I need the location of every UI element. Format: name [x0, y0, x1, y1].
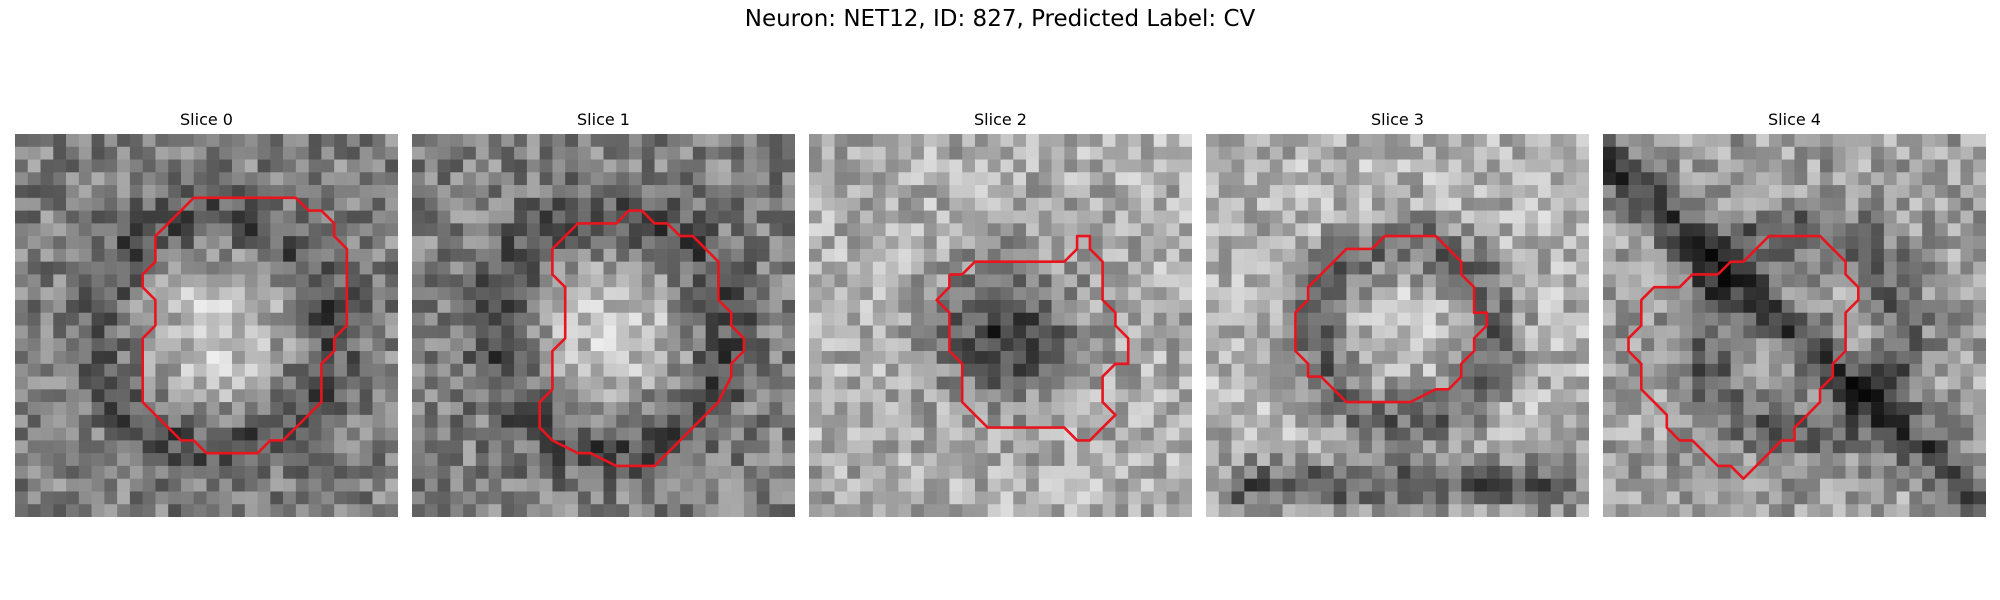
- segmentation-contour: [141, 196, 349, 455]
- slice-image: [1206, 134, 1589, 517]
- slice-image: [809, 134, 1192, 517]
- slice-title: Slice 2: [974, 110, 1027, 129]
- figure-title: Neuron: NET12, ID: 827, Predicted Label:…: [744, 6, 1256, 32]
- segmentation-contour: [1294, 234, 1489, 404]
- slice-image: [1603, 134, 1986, 517]
- segmentation-contour: [935, 234, 1130, 442]
- slice-title: Slice 3: [1371, 110, 1424, 129]
- slice-panel-3: Slice 3: [1206, 110, 1589, 517]
- slice-panel-0: Slice 0: [15, 110, 398, 517]
- slice-panel-1: Slice 1: [412, 110, 795, 517]
- slice-title: Slice 4: [1768, 110, 1821, 129]
- slice-panel-2: Slice 2: [809, 110, 1192, 517]
- slice-title: Slice 0: [180, 110, 233, 129]
- slice-image: [412, 134, 795, 517]
- slice-title: Slice 1: [577, 110, 630, 129]
- segmentation-contour: [538, 209, 746, 468]
- slice-panel-4: Slice 4: [1603, 110, 1986, 517]
- slice-image: [15, 134, 398, 517]
- segmentation-contour: [1627, 234, 1860, 481]
